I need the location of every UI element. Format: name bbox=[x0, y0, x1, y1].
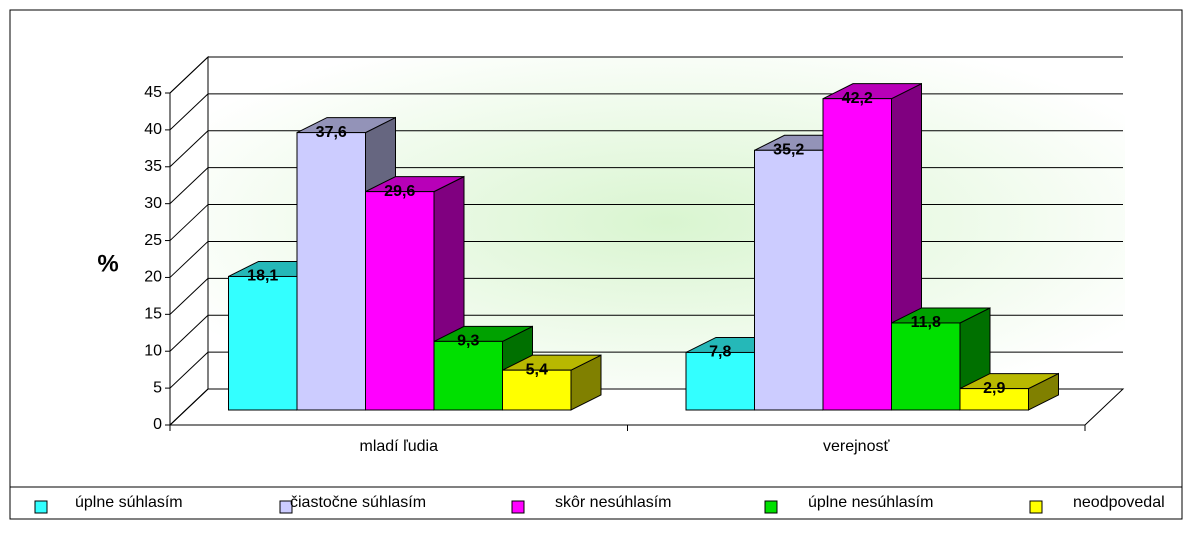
grid-line bbox=[169, 314, 209, 352]
legend-label: neodpovedal bbox=[1073, 494, 1165, 511]
grid-line bbox=[169, 56, 209, 94]
y-tick-label: 35 bbox=[144, 158, 162, 175]
y-tick-label: 25 bbox=[144, 232, 162, 249]
bar bbox=[754, 149, 824, 411]
bar bbox=[433, 340, 503, 411]
y-axis-label: % bbox=[97, 250, 118, 277]
y-tick-label: 15 bbox=[144, 306, 162, 323]
grid-line bbox=[169, 351, 209, 389]
grid-line bbox=[169, 277, 209, 315]
bar bbox=[228, 275, 298, 411]
legend-label: úplne nesúhlasím bbox=[808, 494, 933, 511]
bar bbox=[959, 388, 1029, 411]
x-tick-label: mladí ľudia bbox=[360, 438, 439, 455]
data-label: 35,2 bbox=[773, 142, 804, 159]
y-tick-label: 20 bbox=[144, 269, 162, 286]
data-label: 18,1 bbox=[247, 268, 278, 285]
data-label: 42,2 bbox=[842, 90, 873, 107]
bar bbox=[365, 191, 435, 411]
grid-line bbox=[169, 167, 209, 205]
data-label: 7,8 bbox=[709, 344, 731, 361]
legend-label: skôr nesúhlasím bbox=[555, 494, 672, 511]
bar bbox=[502, 369, 572, 411]
grid-line bbox=[169, 388, 209, 426]
y-tick-label: 0 bbox=[153, 416, 162, 433]
legend-swatch bbox=[764, 500, 778, 514]
legend-swatch bbox=[511, 500, 525, 514]
legend-swatch bbox=[279, 500, 293, 514]
bar bbox=[822, 98, 892, 411]
grid-line bbox=[169, 241, 209, 278]
data-label: 5,4 bbox=[526, 361, 548, 378]
data-label: 29,6 bbox=[384, 183, 415, 200]
data-label: 2,9 bbox=[983, 380, 1005, 397]
y-tick-label: 30 bbox=[144, 195, 162, 212]
data-label: 9,3 bbox=[457, 333, 479, 350]
grid-line bbox=[169, 204, 209, 241]
bar bbox=[685, 351, 755, 411]
grid-line bbox=[169, 93, 209, 131]
y-tick-label: 5 bbox=[153, 379, 162, 396]
bar bbox=[891, 322, 961, 411]
data-label: 37,6 bbox=[316, 124, 347, 141]
grid-line bbox=[169, 130, 209, 168]
y-tick-label: 45 bbox=[144, 84, 162, 101]
y-tick-label: 10 bbox=[144, 342, 162, 359]
legend-label: úplne súhlasím bbox=[75, 494, 183, 511]
legend-label: čiastočne súhlasím bbox=[290, 494, 426, 511]
bar bbox=[296, 132, 366, 411]
x-tick-label: verejnosť bbox=[823, 438, 890, 455]
legend-swatch bbox=[34, 500, 48, 514]
data-label: 11,8 bbox=[911, 314, 941, 331]
y-tick-label: 40 bbox=[144, 121, 162, 138]
legend-swatch bbox=[1029, 500, 1043, 514]
